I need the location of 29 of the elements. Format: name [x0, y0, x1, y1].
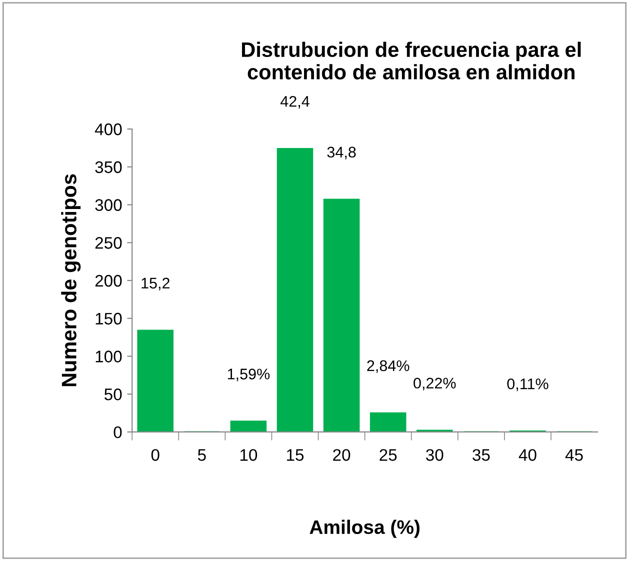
annotation: 15,2: [142, 278, 170, 290]
x-tick-label: 25: [380, 449, 397, 461]
x-tick-label: 40: [518, 449, 536, 461]
annotation: 0,22%: [414, 378, 456, 390]
y-axis-title: Numero de genotipos: [61, 174, 81, 386]
x-tick-label: 5: [198, 449, 206, 461]
y-tick-label: 0: [114, 426, 122, 438]
annotation: 1,59%: [228, 368, 270, 382]
x-tick-label: 0: [151, 449, 160, 461]
x-axis-title: Amilosa (%): [310, 520, 420, 538]
annotation: 42,4: [280, 96, 310, 109]
annotation: 0,11%: [507, 378, 548, 392]
y-tick-label: 150: [96, 312, 122, 325]
y-tick-label: 50: [104, 388, 122, 400]
x-tick-label: 45: [565, 449, 583, 461]
x-tick-label: 20: [333, 449, 350, 461]
y-tick-label: 400: [94, 123, 122, 136]
x-tick-label: 35: [472, 449, 490, 461]
y-tick-label: 300: [95, 199, 122, 211]
annotation: 34,8: [327, 146, 356, 160]
y-tick-label: 350: [95, 161, 122, 174]
x-tick-label: 15: [287, 449, 304, 461]
x-tick-label: 10: [240, 449, 258, 461]
annotation: 2,84%: [367, 360, 410, 373]
y-tick-label: 100: [96, 350, 122, 362]
chart-title: Distrubucion de frecuencia para el contenido de amilosa en almidon: [242, 42, 581, 80]
x-tick-label: 30: [426, 449, 444, 461]
y-tick-label: 200: [95, 274, 122, 287]
y-tick-label: 250: [95, 237, 122, 249]
